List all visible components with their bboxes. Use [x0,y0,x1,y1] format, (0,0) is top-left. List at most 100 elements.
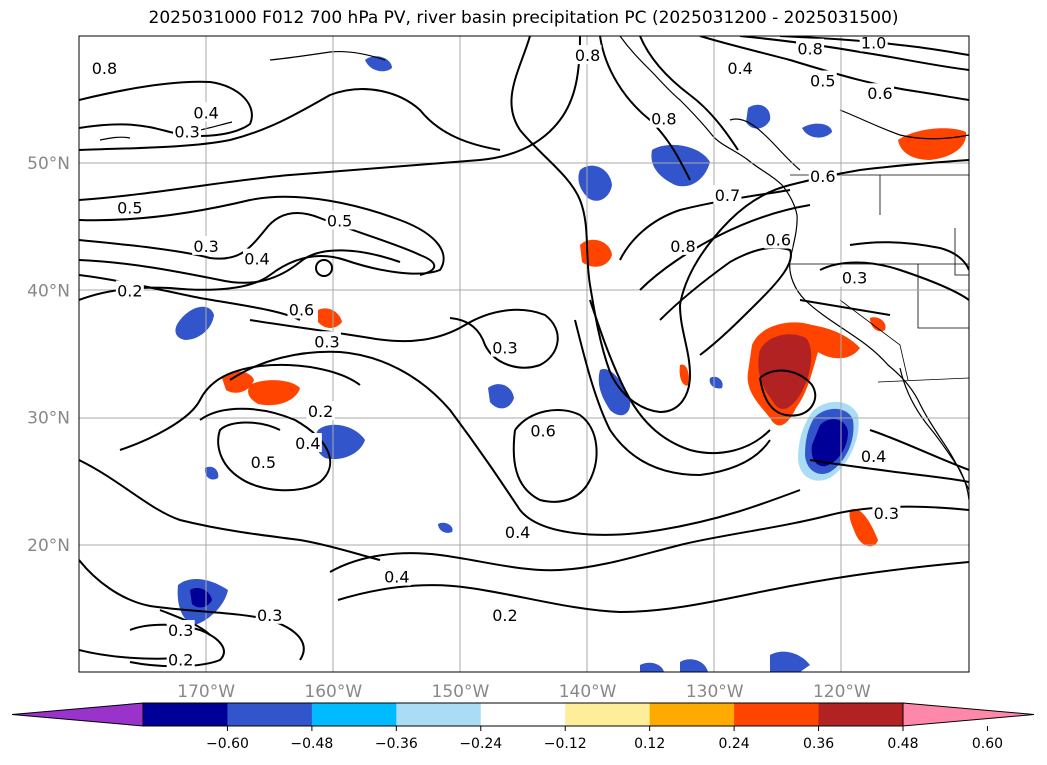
contour-label: 0.4 [505,523,530,542]
colorbar-tick-label: −0.24 [459,736,502,752]
contour-label: 0.4 [295,434,320,453]
contour-label: 0.8 [651,110,676,129]
contour-label: 0.8 [575,46,600,65]
contour-label: 0.8 [797,40,822,59]
contour-label: 0.5 [117,199,142,218]
contour-label: 0.6 [810,167,835,186]
precipitation-shading [90,56,967,672]
contour-label-bg [490,337,519,357]
longitude-labels: 170°W 160°W 150°W 140°W 130°W 120°W [177,682,871,702]
contour-label-bg [192,235,221,255]
colorbar-segment [565,703,651,726]
contour-label-bg [573,45,602,65]
contour-label: 0.4 [244,250,269,269]
contour-label-bg [166,620,195,640]
contour-label-bg [192,102,221,122]
contour-label: 0.3 [193,237,218,256]
contour-label-bg [90,57,119,77]
contour-label-bg [872,503,901,522]
latitude-label: 50°N [27,154,70,174]
contour-label: 0.5 [251,453,276,472]
contour-label-bg [529,420,558,440]
contour-label-bg [243,248,271,268]
contour-label-bg [249,452,278,472]
map-title: 2025031000 F012 700 hPa PV, river basin … [148,8,899,28]
gridlines [79,36,969,672]
contour-label-bg [840,267,869,287]
contour-label-bg [115,197,144,217]
colorbar-tick-label: 0.24 [719,736,750,752]
contour-label: 0.6 [867,84,892,103]
colorbar-ticks: −0.60 −0.48 −0.36 −0.24 −0.12 0.12 0.24 0.36 0.4… [206,726,1003,752]
colorbar-segment [227,703,313,726]
contour-label: 0.4 [861,447,886,466]
longitude-label: 170°W [177,682,235,702]
colorbar-min-extend [11,702,144,727]
contour-label-bg [312,331,341,351]
colorbar-max-extend [902,702,1035,727]
contour-label-bg [808,70,837,90]
contour-label: 0.4 [193,103,218,122]
contour-label-bg [859,36,888,52]
colorbar-segment [649,703,735,726]
colorbar-tick-label: −0.48 [290,736,333,752]
contour-label: 0.3 [174,122,199,141]
contour-label: 0.8 [92,59,117,78]
contour-label: 0.4 [727,59,752,78]
colorbar-tick-label: 0.12 [634,736,665,752]
contour-label-bg [866,83,894,103]
map-area: 0.40.30.80.80.80.40.8 1.00.50.60.60.50.50… [79,33,969,672]
colorbar-tick-label: −0.36 [375,736,418,752]
colorbar-segment [734,703,820,726]
contour-label-bg [306,401,335,421]
contour-label-bg [325,210,354,230]
longitude-label: 140°W [559,682,617,702]
contour-label-bg [166,649,195,669]
contour-label-bg [287,299,316,319]
contour-label: 0.2 [492,606,517,625]
latitude-label: 20°N [27,536,70,556]
latitude-label: 30°N [27,409,70,429]
latitude-labels: 50°N 40°N 30°N 20°N [27,154,70,556]
contour-label: 0.5 [810,72,835,91]
longitude-label: 130°W [686,682,744,702]
contour-label: 0.3 [257,606,282,625]
contour-label: 0.6 [766,231,791,250]
contour-label-bg [649,108,678,128]
longitude-label: 120°W [813,682,871,702]
contour-label: 0.7 [715,186,740,205]
contour-label: 0.3 [314,332,339,351]
contour-label-bg [713,185,742,204]
contour-label-bg [293,433,322,453]
colorbar [11,702,1035,727]
pv-contours [79,36,969,668]
contour-label: 0.6 [289,300,314,319]
contour-label-bg [668,235,697,255]
contour-label-bg [726,57,755,77]
colorbar-segment [396,703,482,726]
contour-label-bg [796,38,825,58]
contour-label-bg [808,165,837,185]
colorbar-tick-label: 0.48 [887,736,918,752]
colorbar-segment [311,703,397,726]
colorbar-tick-label: 0.60 [972,736,1003,752]
colorbar-tick-label: −0.12 [544,736,587,752]
colorbar-segment [143,703,228,726]
longitude-label: 160°W [304,682,362,702]
contour-label-bg [764,229,793,249]
contour-label-bg [255,604,284,624]
colorbar-tick-label: −0.60 [206,736,249,752]
longitude-label: 150°W [432,682,490,702]
colorbar-tick-label: 0.36 [803,736,834,752]
contour-label-bg [490,604,519,624]
contour-label: 0.3 [842,269,867,288]
contour-label: 0.5 [327,211,352,230]
contour-label-bg [382,566,411,586]
colorbar-outline [142,702,904,727]
map-frame [78,35,970,673]
contour-label: 0.3 [492,339,517,358]
contour-label: 1.0 [861,33,886,52]
contour-label: 0.3 [874,504,899,523]
contour-label: 0.8 [670,237,695,256]
